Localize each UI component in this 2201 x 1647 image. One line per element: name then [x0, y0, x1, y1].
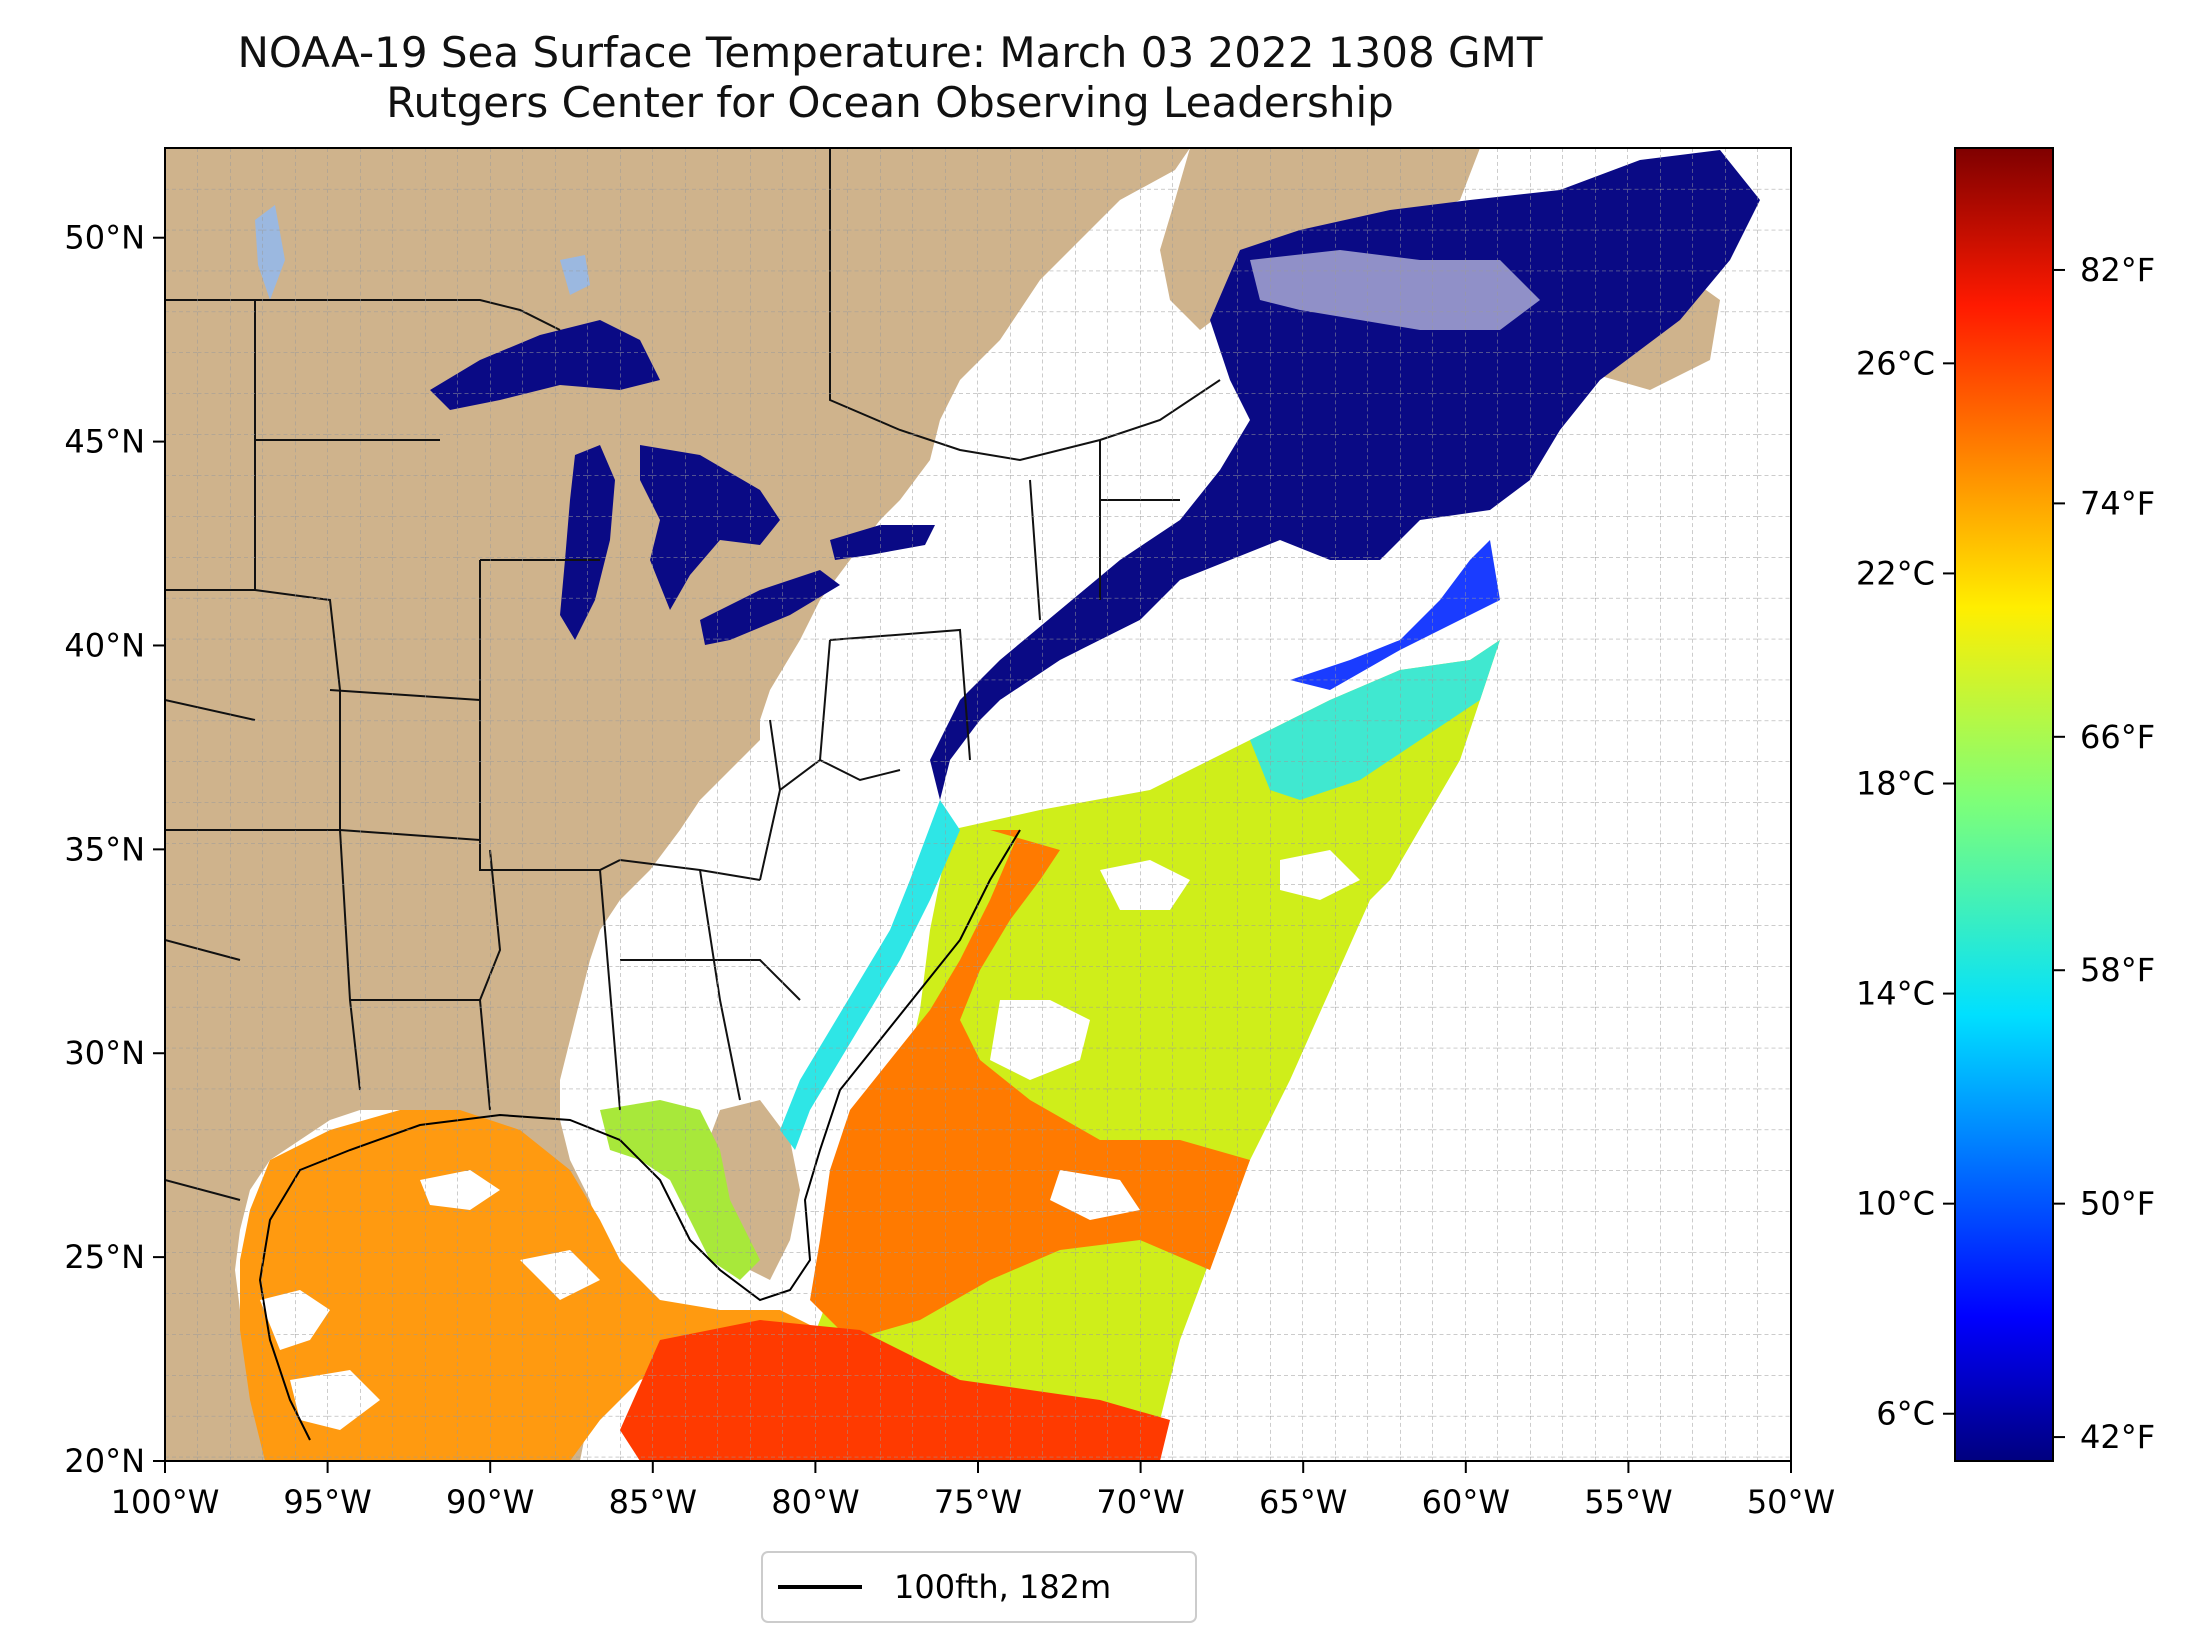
y-tick-label: 35°N: [64, 830, 145, 868]
colorbar-celsius-label: 26°C: [1856, 344, 1935, 382]
colorbar-fahrenheit-label: 50°F: [2080, 1185, 2155, 1223]
graticule: [165, 148, 1791, 1461]
y-tick-label: 25°N: [64, 1238, 145, 1276]
colorbar-fahrenheit-ticks: 42°F 50°F 58°F 66°F 74°F 82°F: [2053, 251, 2155, 1456]
colorbar-celsius-label: 6°C: [1876, 1395, 1935, 1433]
colorbar-fahrenheit-label: 74°F: [2080, 484, 2155, 522]
y-tick-label: 50°N: [64, 219, 145, 257]
y-tick-label: 40°N: [64, 626, 145, 664]
x-tick-label: 70°W: [1096, 1483, 1184, 1521]
x-tick-label: 55°W: [1584, 1483, 1672, 1521]
x-tick-label: 80°W: [771, 1483, 859, 1521]
y-tick-label: 45°N: [64, 423, 145, 461]
y-axis-ticks: 20°N 25°N 30°N 35°N 40°N 45°N 50°N: [64, 219, 165, 1480]
x-tick-label: 85°W: [609, 1483, 697, 1521]
colorbar-celsius-ticks: 6°C 10°C 14°C 18°C 22°C 26°C: [1856, 344, 1955, 1433]
colorbar-celsius-label: 18°C: [1856, 764, 1935, 802]
colorbar-celsius-label: 22°C: [1856, 554, 1935, 592]
legend-box: [761, 1551, 1197, 1623]
y-tick-label: 30°N: [64, 1034, 145, 1072]
x-tick-label: 90°W: [446, 1483, 534, 1521]
colorbar-celsius-label: 14°C: [1856, 975, 1935, 1013]
colorbar-fahrenheit-label: 82°F: [2080, 251, 2155, 289]
legend-label: 100fth, 182m: [894, 1568, 1111, 1606]
chart-subtitle: Rutgers Center for Ocean Observing Leade…: [386, 78, 1394, 127]
x-tick-label: 65°W: [1259, 1483, 1347, 1521]
colorbar: [1954, 147, 2054, 1462]
x-tick-label: 95°W: [283, 1483, 371, 1521]
x-tick-label: 50°W: [1747, 1483, 1835, 1521]
x-tick-label: 100°W: [111, 1483, 220, 1521]
x-axis-ticks: 100°W 95°W 90°W 85°W 80°W 75°W 70°W 65°W 60°W 55°…: [111, 1461, 1835, 1521]
colorbar-fahrenheit-label: 42°F: [2080, 1418, 2155, 1456]
colorbar-fahrenheit-label: 58°F: [2080, 951, 2155, 989]
x-tick-label: 60°W: [1422, 1483, 1510, 1521]
y-tick-label: 20°N: [64, 1442, 145, 1480]
chart-title: NOAA-19 Sea Surface Temperature: March 0…: [237, 28, 1543, 77]
colorbar-celsius-label: 10°C: [1856, 1185, 1935, 1223]
colorbar-fahrenheit-label: 66°F: [2080, 718, 2155, 756]
legend: 100fth, 182m: [761, 1551, 1197, 1623]
x-tick-label: 75°W: [934, 1483, 1022, 1521]
map-panel: [165, 148, 1791, 1461]
